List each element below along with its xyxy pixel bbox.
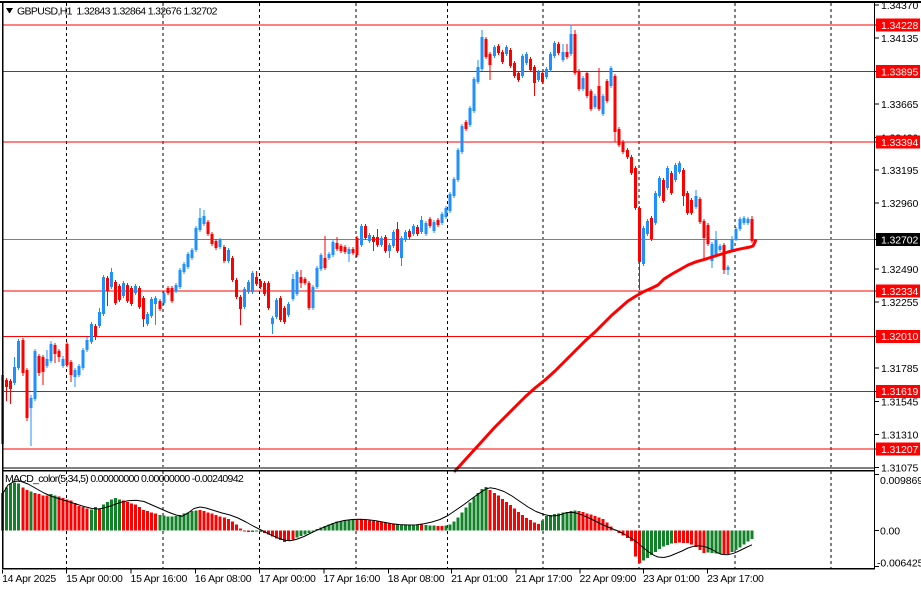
svg-text:1.32702: 1.32702 — [881, 234, 919, 246]
svg-text:1.33665: 1.33665 — [881, 99, 919, 111]
svg-text:21 Apr 01:00: 21 Apr 01:00 — [451, 573, 508, 585]
svg-text:1.31310: 1.31310 — [881, 430, 919, 442]
svg-text:16 Apr 08:00: 16 Apr 08:00 — [195, 573, 252, 585]
svg-text:1.33895: 1.33895 — [881, 67, 919, 79]
svg-text:17 Apr 16:00: 17 Apr 16:00 — [324, 573, 381, 585]
svg-text:1.31075: 1.31075 — [881, 463, 919, 475]
svg-text:1.32490: 1.32490 — [881, 264, 919, 276]
svg-text:15 Apr 16:00: 15 Apr 16:00 — [131, 573, 188, 585]
svg-text:1.32255: 1.32255 — [881, 297, 919, 309]
svg-text:0.0098698: 0.0098698 — [880, 475, 921, 487]
svg-text:1.34135: 1.34135 — [881, 33, 919, 45]
svg-text:15 Apr 00:00: 15 Apr 00:00 — [66, 573, 123, 585]
svg-text:1.34370: 1.34370 — [881, 0, 919, 12]
svg-text:1.31619: 1.31619 — [881, 386, 919, 398]
svg-text:1.31785: 1.31785 — [881, 363, 919, 375]
svg-text:23 Apr 17:00: 23 Apr 17:00 — [707, 573, 764, 585]
svg-text:1.34228: 1.34228 — [881, 20, 919, 32]
svg-text:0.00: 0.00 — [880, 525, 900, 537]
svg-text:22 Apr 09:00: 22 Apr 09:00 — [580, 573, 637, 585]
svg-text:21 Apr 17:00: 21 Apr 17:00 — [516, 573, 573, 585]
svg-text:1.32960: 1.32960 — [881, 198, 919, 210]
svg-text:1.33195: 1.33195 — [881, 165, 919, 177]
svg-text:17 Apr 00:00: 17 Apr 00:00 — [259, 573, 316, 585]
svg-text:1.32334: 1.32334 — [881, 286, 919, 298]
svg-text:-0.0064253: -0.0064253 — [877, 558, 921, 570]
svg-text:1.32010: 1.32010 — [881, 331, 919, 343]
svg-text:18 Apr 08:00: 18 Apr 08:00 — [388, 573, 445, 585]
svg-text:MACD_color(5,34,5) 0.00000000: MACD_color(5,34,5) 0.00000000 0.00000000… — [5, 473, 244, 485]
svg-text:GBPUSD,H1 1.32843 1.32864 1.3: GBPUSD,H1 1.32843 1.32864 1.32676 1.3270… — [17, 6, 218, 18]
svg-text:1.31545: 1.31545 — [881, 397, 919, 409]
svg-text:1.31207: 1.31207 — [881, 444, 919, 456]
svg-text:23 Apr 01:00: 23 Apr 01:00 — [643, 573, 700, 585]
svg-text:1.33394: 1.33394 — [881, 137, 919, 149]
svg-text:14 Apr 2025: 14 Apr 2025 — [2, 573, 56, 585]
